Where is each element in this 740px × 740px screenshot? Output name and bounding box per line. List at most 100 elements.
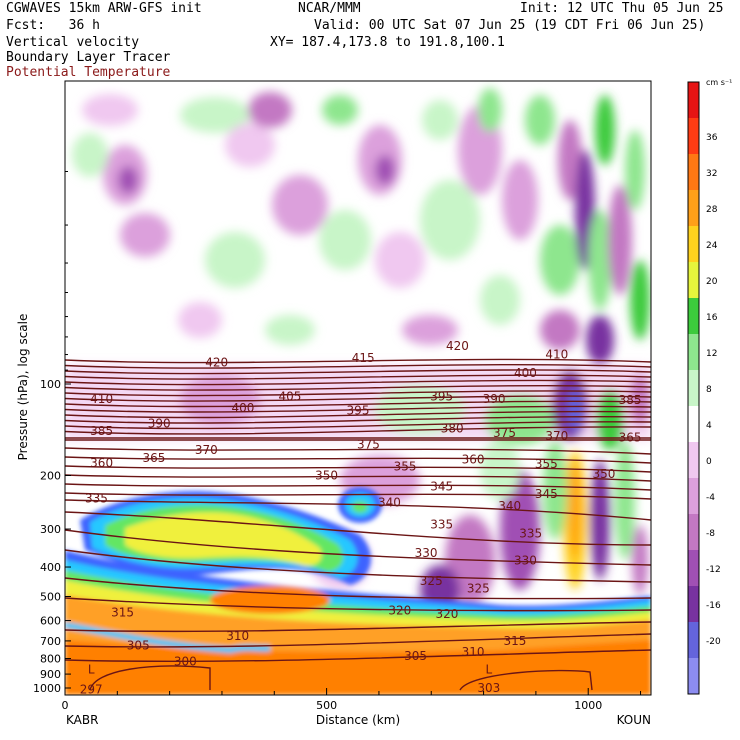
y-tick-label: 1000 — [33, 682, 61, 695]
theta-contour-line — [65, 577, 651, 600]
colorbar-tick-label: 20 — [706, 277, 718, 287]
model-title: CGWAVES 15km ARW-GFS init — [6, 1, 202, 16]
theta-label: 420 — [446, 339, 469, 353]
theta-contour-line — [65, 597, 651, 612]
theta-label: 355 — [535, 457, 558, 471]
theta-label: 360 — [90, 456, 113, 470]
colorbar-tick-label: -12 — [706, 565, 721, 575]
left-endpoint-label: KABR — [66, 713, 98, 727]
theta-label: 300 — [174, 654, 197, 668]
theta-label: 385 — [90, 424, 113, 438]
colorbar-swatch — [688, 190, 699, 227]
theta-label: 420 — [205, 356, 228, 370]
theta-contour-line — [65, 511, 651, 546]
colorbar-tick-label: -20 — [706, 637, 721, 647]
x-tick-label: 1000 — [574, 699, 602, 712]
colorbar-swatch — [688, 334, 699, 371]
plot-frame — [64, 80, 652, 696]
theta-label: 335 — [430, 518, 453, 532]
theta-contour-line — [65, 410, 651, 419]
forecast-hour: Fcst: 36 h — [6, 18, 100, 33]
theta-label: 395 — [347, 403, 370, 417]
theta-contour-line — [65, 549, 651, 583]
theta-contour-line — [65, 465, 651, 473]
theta-label: 320 — [435, 607, 458, 621]
theta-label: 380 — [441, 421, 464, 435]
theta-contour-line — [65, 358, 651, 364]
colorbar-swatch — [688, 118, 699, 155]
theta-contour-line — [65, 492, 651, 500]
theta-label: 365 — [142, 451, 165, 465]
field-vertical-velocity: Vertical velocity — [6, 35, 140, 50]
theta-contour-line — [89, 665, 211, 691]
colorbar-swatch — [688, 406, 699, 443]
theta-label: 335 — [519, 526, 542, 540]
theta-contour-line — [65, 405, 651, 413]
colorbar-tick-label: 28 — [706, 205, 718, 215]
theta-label: 310 — [462, 645, 485, 659]
x-tick-label: 500 — [316, 699, 337, 712]
y-tick-label: 500 — [40, 590, 61, 603]
theta-contour-line — [65, 426, 651, 435]
theta-label: 360 — [462, 452, 485, 466]
theta-label: 370 — [545, 429, 568, 443]
theta-label: 400 — [231, 401, 254, 415]
theta-label: 415 — [352, 351, 375, 365]
theta-contour-line — [65, 400, 651, 408]
init-time: Init: 12 UTC Thu 05 Jun 25 — [520, 1, 724, 16]
colorbar-tick-label: -4 — [706, 493, 715, 503]
theta-label: 350 — [315, 469, 338, 483]
theta-contour-line — [65, 374, 651, 380]
colorbar-swatch — [688, 226, 699, 263]
y-tick-label: 800 — [40, 653, 61, 666]
colorbar-swatch — [688, 478, 699, 515]
theta-label: 350 — [592, 467, 615, 481]
theta-label: 385 — [619, 393, 642, 407]
low-marker: L — [485, 663, 492, 677]
colorbar-tick-label: 4 — [706, 421, 712, 431]
theta-contour-line — [65, 384, 651, 391]
colorbar-tick-label: 36 — [706, 133, 718, 143]
theta-label: 297 — [80, 682, 103, 696]
colorbar-swatch — [688, 622, 699, 659]
distance-axis: 0 500 1000 — [62, 688, 642, 712]
colorbar-swatch — [688, 442, 699, 479]
theta-label: 365 — [619, 431, 642, 445]
theta-contour-line — [459, 669, 593, 691]
theta-label: 395 — [430, 390, 453, 404]
colorbar: 36 32 28 24 20 16 12 8 4 0 -4 -8 -12 -16 -20 — [687, 81, 721, 695]
theta-contour-line — [65, 456, 651, 464]
theta-label: 340 — [378, 495, 401, 509]
colorbar-tick-label: 16 — [706, 313, 718, 323]
theta-contour-line — [65, 421, 651, 430]
colorbar-tick-label: 0 — [706, 457, 712, 467]
field-boundary-layer-tracer: Boundary Layer Tracer — [6, 50, 171, 65]
theta-contour-labels: 420 415 420 410 410 400 405 395 395 390 400 385 385 3… — [80, 339, 642, 696]
theta-label: 345 — [430, 479, 453, 493]
y-tick-label: 100 — [40, 378, 61, 391]
x-tick-label: 0 — [62, 699, 69, 712]
theta-contour-line — [65, 621, 651, 633]
low-marker: L — [88, 663, 95, 677]
theta-contour-line — [65, 447, 651, 455]
y-tick-label: 400 — [40, 561, 61, 574]
theta-contour-line — [65, 474, 651, 482]
theta-label: 330 — [514, 553, 537, 567]
colorbar-swatch — [688, 298, 699, 335]
theta-contour-line — [65, 499, 651, 521]
theta-label: 320 — [388, 603, 411, 617]
org-label: NCAR/MMM — [298, 1, 361, 16]
theta-label: 325 — [467, 581, 490, 595]
theta-label: 390 — [148, 417, 171, 431]
theta-label: 315 — [111, 606, 134, 620]
colorbar-swatch — [688, 154, 699, 191]
colorbar-swatch — [688, 262, 699, 299]
theta-label: 315 — [504, 634, 527, 648]
theta-contour-line — [65, 483, 651, 491]
theta-contour-line — [65, 390, 651, 397]
theta-label: 345 — [535, 487, 558, 501]
theta-label: 303 — [477, 681, 500, 695]
theta-contour-line — [65, 529, 651, 566]
velocity-tracer-shading — [65, 81, 651, 695]
